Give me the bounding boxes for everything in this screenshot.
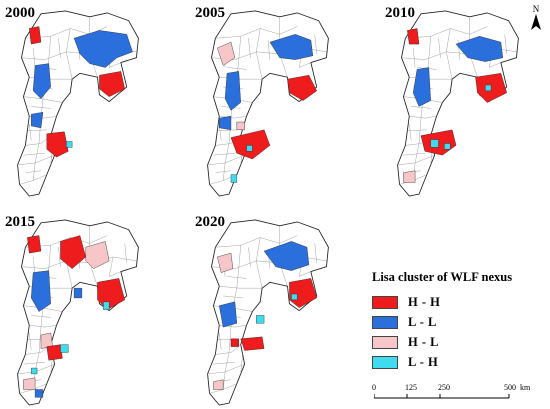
hh-region — [230, 129, 271, 160]
map-2015 — [17, 219, 139, 406]
legend-label: L - L — [408, 314, 437, 329]
hl-region — [217, 252, 234, 273]
legend-item-hh: H - H — [372, 292, 547, 312]
map-2010 — [397, 10, 519, 197]
lh-region — [444, 143, 451, 150]
ll-region — [34, 389, 44, 398]
lh-region — [430, 139, 439, 148]
legend-item-ll: L - L — [372, 312, 547, 332]
lh-region — [103, 301, 110, 310]
north-arrow: N — [530, 4, 542, 32]
hl-region — [23, 377, 36, 390]
legend-swatch — [372, 335, 398, 349]
hh-region — [230, 338, 239, 347]
ll-region — [412, 67, 431, 107]
lh-region — [485, 84, 492, 92]
ll-region — [31, 270, 51, 312]
lh-region — [256, 315, 265, 324]
hl-region — [236, 121, 245, 131]
hh-region — [46, 344, 63, 361]
hh-region — [407, 28, 420, 45]
north-arrow-icon — [531, 14, 541, 30]
ll-region — [32, 63, 51, 99]
hl-region — [217, 41, 236, 66]
year-label: 2010 — [385, 5, 415, 21]
ll-region — [455, 36, 504, 62]
ll-region — [73, 30, 133, 68]
legend-swatch — [372, 295, 398, 309]
lh-region — [246, 145, 253, 152]
lh-region — [31, 367, 38, 375]
ll-region — [263, 241, 310, 271]
hh-region — [27, 235, 42, 254]
scale-tick-125: 125 — [405, 383, 417, 392]
hh-region — [99, 71, 125, 97]
lh-region — [66, 141, 73, 148]
year-label: 2020 — [195, 214, 225, 230]
ll-region — [219, 301, 238, 328]
hh-region — [29, 26, 42, 45]
legend-label: L - H — [408, 354, 439, 369]
lh-region — [230, 174, 238, 183]
legend-item-lh: L - H — [372, 352, 547, 372]
map-2020 — [207, 219, 329, 406]
year-label: 2000 — [5, 5, 35, 21]
hh-region — [46, 131, 69, 158]
hh-region — [60, 235, 87, 269]
legend: Lisa cluster of WLF nexus H - H L - L H … — [372, 270, 547, 372]
hl-region — [403, 170, 416, 183]
lh-region — [60, 344, 69, 353]
legend-swatch — [372, 315, 398, 329]
ll-region — [219, 115, 232, 131]
legend-title: Lisa cluster of WLF nexus — [372, 270, 513, 284]
scale-tick-250: 250 — [438, 383, 450, 392]
hh-region — [287, 75, 317, 101]
year-label: 2005 — [195, 5, 225, 21]
scale-unit: km — [520, 383, 531, 392]
ll-region — [73, 287, 83, 299]
ll-region — [224, 71, 241, 111]
ll-region — [31, 112, 44, 129]
legend-swatch — [372, 355, 398, 369]
hh-region — [240, 336, 265, 351]
legend-item-hl: H - L — [372, 332, 547, 352]
hl-region — [213, 379, 224, 390]
legend-label: H - L — [408, 334, 439, 349]
hh-region — [289, 278, 317, 308]
scale-bar-graphic — [374, 394, 510, 399]
map-2000 — [17, 10, 139, 197]
north-label: N — [532, 4, 540, 14]
scale-tick-0: 0 — [372, 383, 376, 392]
scale-bar: 0 125 250 500 km — [370, 383, 550, 407]
year-label: 2015 — [5, 214, 35, 230]
ll-region — [269, 34, 314, 60]
map-2005 — [207, 10, 329, 197]
scale-tick-500: 500 — [504, 383, 516, 392]
hl-region — [85, 241, 110, 269]
legend-label: H - H — [408, 294, 441, 309]
lh-region — [291, 293, 298, 301]
